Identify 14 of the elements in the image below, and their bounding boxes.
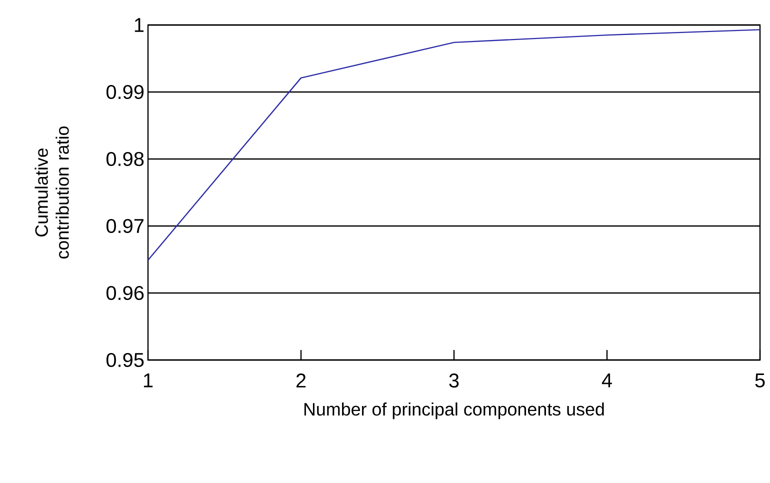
y-tick-label: 0.97: [106, 218, 144, 234]
y-tick-label: 0.98: [106, 152, 144, 166]
y-axis-title: Cumulative contribution ratio: [34, 126, 69, 259]
y-tick-label: 0.99: [106, 84, 144, 100]
y-tick-label: 0.96: [106, 286, 144, 300]
x-tick-label: 4: [602, 374, 612, 388]
x-tick-label: 1: [144, 374, 153, 388]
line-series: [148, 29, 760, 261]
y-tick-label: 1: [134, 18, 144, 32]
x-tick-label: 2: [296, 374, 306, 388]
y-tick-label: 0.95: [106, 352, 144, 368]
x-axis-title: Number of principal components used: [304, 402, 604, 420]
x-tick-label: 5: [755, 374, 765, 388]
x-tick-label: 3: [449, 374, 459, 388]
